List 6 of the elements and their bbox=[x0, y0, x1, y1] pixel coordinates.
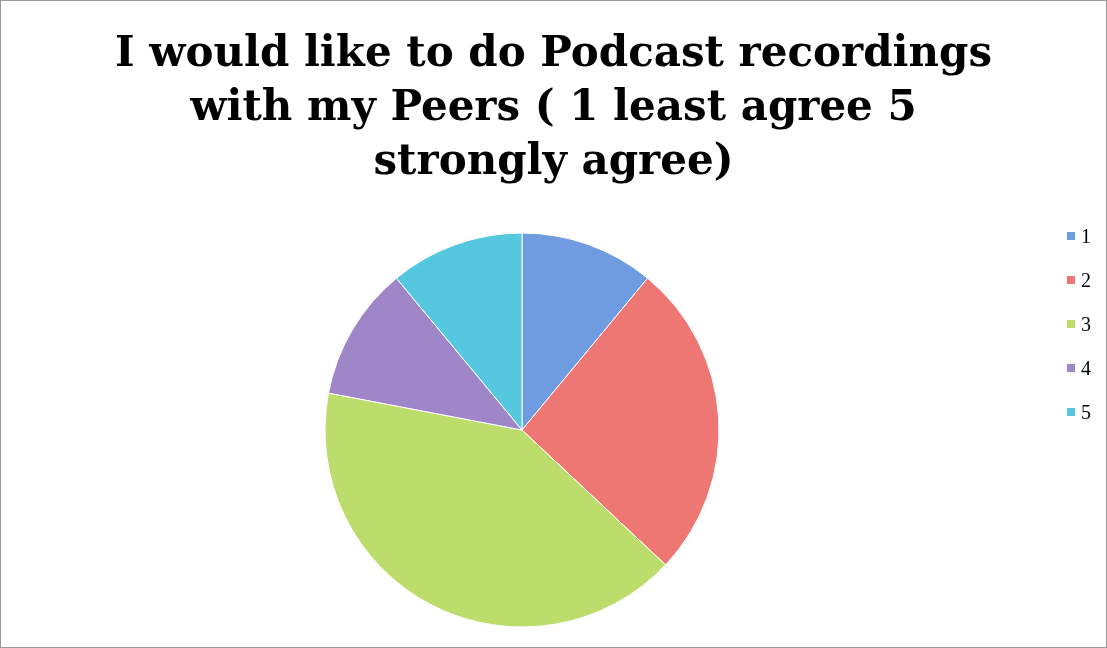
legend-label: 4 bbox=[1081, 357, 1091, 379]
legend-label: 3 bbox=[1081, 313, 1091, 335]
legend-label: 1 bbox=[1081, 225, 1091, 247]
legend-label: 2 bbox=[1081, 269, 1091, 291]
legend-label: 5 bbox=[1081, 401, 1091, 423]
chart-title: I would like to do Podcast recordings with my Peers ( 1 least agree 5 strongly agree) bbox=[114, 26, 993, 184]
